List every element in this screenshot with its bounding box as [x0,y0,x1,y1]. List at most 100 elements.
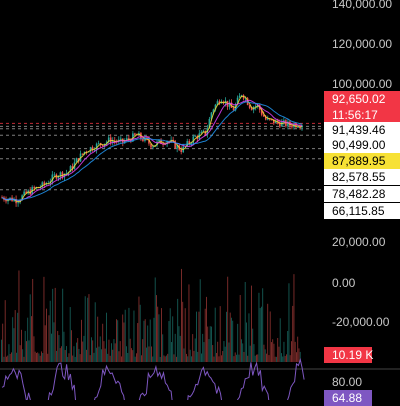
rsi-value-tag[interactable]: 64.88 [324,390,372,406]
volume-bar [182,301,184,362]
volume-bar [39,355,41,362]
candle-body [277,120,279,123]
volume-bar [16,352,17,362]
candle-body [212,109,215,113]
candle-body [236,97,239,105]
volume-bar [6,356,7,362]
volume-bar [227,276,229,362]
volume-bar [8,344,10,362]
candle-body [254,105,257,108]
candle-body [194,136,197,137]
volume-bar [132,350,134,362]
candle-body [91,147,94,151]
candle-body [69,166,72,173]
candle-body [210,112,213,119]
volume-bar [113,339,115,362]
price-level-tag-2[interactable]: 90,499.00 [324,137,400,153]
volume-bar [92,340,94,362]
candle-body [59,172,62,177]
price-level-tag-5[interactable]: 66,115.85 [324,203,400,219]
candle-body [101,144,104,147]
volume-bar [121,356,122,362]
candle-body [81,153,84,155]
volume-bar [267,303,269,362]
volume-bar [209,326,211,362]
candle-body [188,141,191,144]
volume-bar [46,308,47,362]
candle-body [71,166,74,169]
volume-bar [166,355,167,362]
volume-bar [48,315,50,362]
volume-bar [264,349,266,362]
candle-body [273,119,275,124]
price-level-tag-4[interactable]: 78,482.28 [324,186,400,202]
volume-bar [29,294,31,362]
candle-body [301,125,303,128]
volume-bar [141,355,142,362]
volume-bar [1,339,2,362]
volume-bar [144,319,146,362]
volume-bar [294,341,296,362]
volume-bar [28,340,30,362]
volume-bar [148,346,150,362]
volume-bar [252,328,254,362]
volume-bar [251,285,252,362]
candle-body [51,174,54,182]
volume-bar [119,341,121,362]
volume-bar [284,355,286,362]
volume-bar [108,339,110,362]
candle-body [262,114,265,117]
volume-bar [2,323,4,362]
price-level-tag-1[interactable]: 91,439.46 [324,122,400,138]
volume-bar [27,317,29,362]
volume-bar [259,308,261,362]
volume-bar [254,355,256,362]
volume-bar [127,352,129,362]
volume-bar [171,342,172,362]
candle-body [152,146,154,148]
candle-body [285,120,287,127]
volume-bar [68,353,70,362]
volume-bar [66,346,67,362]
candle-body [65,173,68,174]
volume-bar [104,348,106,362]
candle-body [283,120,285,122]
ma-price-tag[interactable]: 87,889.95 [324,153,400,169]
ma-fast-line [1,95,303,203]
candle-body [97,143,100,144]
ma-slow-line [1,101,303,201]
volume-bar [103,341,105,362]
volume-bar [213,356,215,362]
volume-bar [163,355,165,362]
volume-bar [154,277,156,362]
candle-body [5,199,7,202]
volume-bar [221,355,222,362]
candle-body [208,118,211,129]
volume-bar [73,346,75,362]
volume-bar [287,330,289,362]
current-price-tag[interactable]: 92,650.02 [324,91,400,107]
price-level-tag-3[interactable]: 82,578.55 [324,169,400,185]
volume-bar [242,343,244,362]
candle-body [25,191,27,194]
volume-bar [81,319,82,362]
candle-body [148,139,150,144]
volume-bar [101,349,102,362]
candle-body [158,139,160,142]
volume-bar [167,353,169,362]
candle-body [281,121,283,127]
volume-bar [91,337,92,362]
volume-bar [217,341,219,362]
volume-bar [296,352,297,362]
volume-bar [98,346,100,362]
volume-bar [117,320,119,362]
volume-bar [71,330,72,362]
volume-bar [201,353,202,362]
volume-value-tag[interactable]: 10.19 K [324,347,373,363]
candle-body [43,182,46,185]
volume-bar [238,354,240,362]
volume-bar [76,342,77,362]
volume-bar [146,347,147,362]
volume-bar [208,339,210,362]
